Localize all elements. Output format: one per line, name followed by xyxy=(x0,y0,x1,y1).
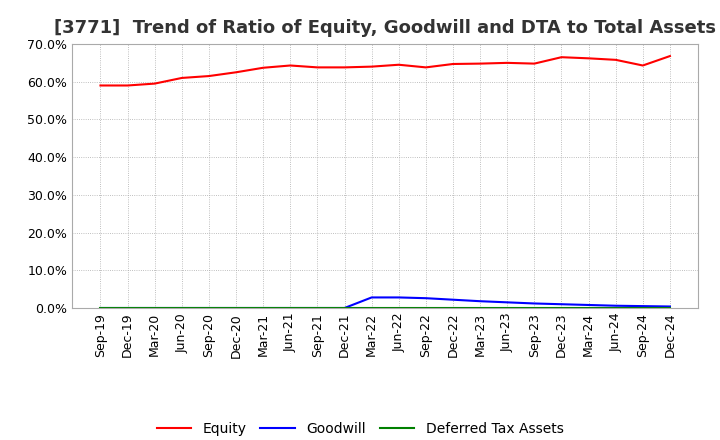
Line: Goodwill: Goodwill xyxy=(101,297,670,308)
Deferred Tax Assets xyxy=(557,305,566,311)
Equity xyxy=(665,53,674,59)
Line: Equity: Equity xyxy=(101,56,670,85)
Goodwill xyxy=(665,304,674,309)
Deferred Tax Assets xyxy=(178,305,186,311)
Deferred Tax Assets xyxy=(530,305,539,311)
Goodwill xyxy=(530,301,539,306)
Equity xyxy=(395,62,403,67)
Deferred Tax Assets xyxy=(150,305,159,311)
Deferred Tax Assets xyxy=(503,305,511,311)
Equity xyxy=(503,60,511,66)
Equity xyxy=(449,61,457,66)
Deferred Tax Assets xyxy=(395,305,403,311)
Equity xyxy=(421,65,430,70)
Deferred Tax Assets xyxy=(476,305,485,311)
Deferred Tax Assets xyxy=(449,305,457,311)
Deferred Tax Assets xyxy=(367,305,376,311)
Goodwill xyxy=(313,305,322,311)
Equity xyxy=(178,75,186,81)
Equity xyxy=(584,56,593,61)
Equity xyxy=(259,65,268,70)
Goodwill xyxy=(395,295,403,300)
Goodwill xyxy=(557,301,566,307)
Equity xyxy=(530,61,539,66)
Goodwill xyxy=(286,305,294,311)
Deferred Tax Assets xyxy=(259,305,268,311)
Deferred Tax Assets xyxy=(584,305,593,311)
Deferred Tax Assets xyxy=(421,305,430,311)
Goodwill xyxy=(421,296,430,301)
Goodwill xyxy=(204,305,213,311)
Deferred Tax Assets xyxy=(639,305,647,311)
Goodwill xyxy=(259,305,268,311)
Equity xyxy=(557,55,566,60)
Goodwill xyxy=(503,300,511,305)
Equity xyxy=(286,63,294,68)
Goodwill xyxy=(449,297,457,302)
Goodwill xyxy=(178,305,186,311)
Equity xyxy=(341,65,349,70)
Goodwill xyxy=(96,305,105,311)
Goodwill xyxy=(611,303,620,308)
Deferred Tax Assets xyxy=(313,305,322,311)
Equity xyxy=(476,61,485,66)
Goodwill xyxy=(584,302,593,308)
Equity xyxy=(611,57,620,62)
Title: [3771]  Trend of Ratio of Equity, Goodwill and DTA to Total Assets: [3771] Trend of Ratio of Equity, Goodwil… xyxy=(54,19,716,37)
Equity xyxy=(313,65,322,70)
Deferred Tax Assets xyxy=(123,305,132,311)
Goodwill xyxy=(341,305,349,311)
Equity xyxy=(150,81,159,86)
Deferred Tax Assets xyxy=(611,305,620,311)
Goodwill xyxy=(476,299,485,304)
Equity xyxy=(367,64,376,69)
Deferred Tax Assets xyxy=(665,305,674,311)
Goodwill xyxy=(123,305,132,311)
Equity xyxy=(123,83,132,88)
Deferred Tax Assets xyxy=(341,305,349,311)
Equity xyxy=(204,73,213,79)
Goodwill xyxy=(639,304,647,309)
Goodwill xyxy=(232,305,240,311)
Equity xyxy=(639,63,647,68)
Deferred Tax Assets xyxy=(96,305,105,311)
Deferred Tax Assets xyxy=(286,305,294,311)
Legend: Equity, Goodwill, Deferred Tax Assets: Equity, Goodwill, Deferred Tax Assets xyxy=(151,417,569,440)
Deferred Tax Assets xyxy=(204,305,213,311)
Equity xyxy=(96,83,105,88)
Equity xyxy=(232,70,240,75)
Deferred Tax Assets xyxy=(232,305,240,311)
Goodwill xyxy=(367,295,376,300)
Goodwill xyxy=(150,305,159,311)
